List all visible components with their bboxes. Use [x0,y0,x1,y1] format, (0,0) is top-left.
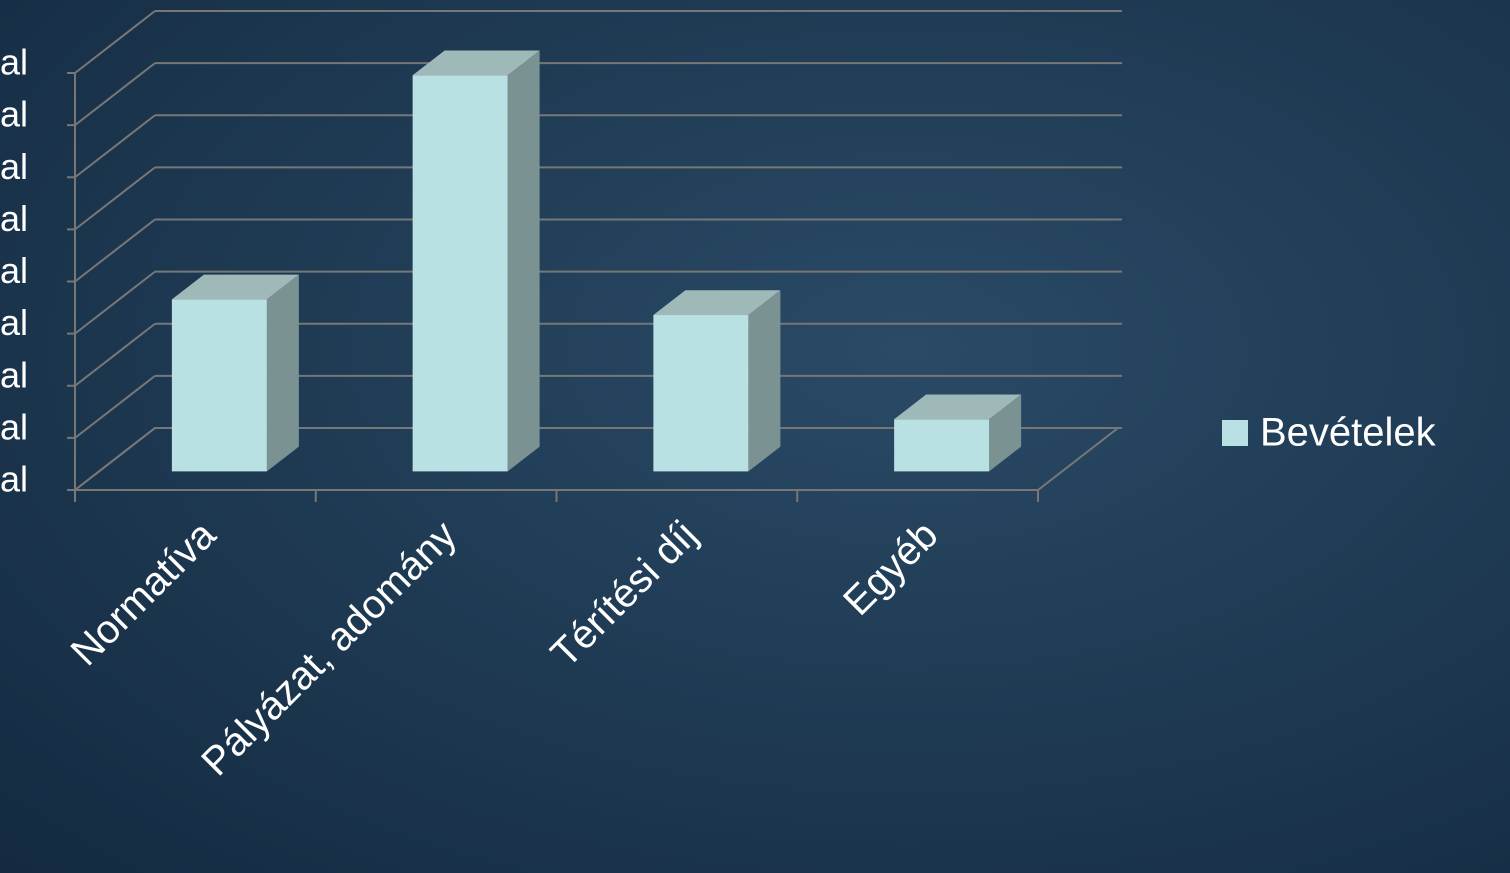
bar-side [507,50,540,472]
bar-top [894,394,1022,420]
y-tick-label: al [0,459,28,500]
bar-side [989,394,1022,472]
bar [171,299,267,472]
grid-line [74,114,156,179]
y-tick-label: al [0,302,28,343]
bar [653,315,749,472]
bar-side [748,290,781,472]
x-tick-label: Térítési díj [543,513,706,676]
grid-line [74,62,156,126]
x-tick-label: Normatíva [63,512,225,674]
y-tick-label: al [0,94,28,135]
y-tick-label: al [0,146,28,187]
y-tick-label: al [0,406,28,447]
bar-side [266,274,299,472]
grid-line [74,10,156,74]
grid-line [74,322,156,387]
bar [412,75,508,472]
bar-top [653,290,781,316]
grid-line [74,270,156,335]
y-tick-label: al [0,198,28,239]
legend-label: Bevételek [1260,411,1437,455]
grid-line [74,427,156,491]
grid-line [74,375,156,439]
y-tick-label: al [0,250,28,291]
y-tick-label: al [0,42,28,83]
legend-swatch [1222,420,1248,446]
x-tick-label: Egyéb [835,513,946,624]
bar [894,419,990,472]
y-tick-label: al [0,354,28,395]
bar-top [171,274,299,300]
bar-top [412,50,540,76]
x-tick-label: Pályázat, adomány [193,513,465,785]
grid-line [74,166,156,231]
grid-line [74,218,156,283]
